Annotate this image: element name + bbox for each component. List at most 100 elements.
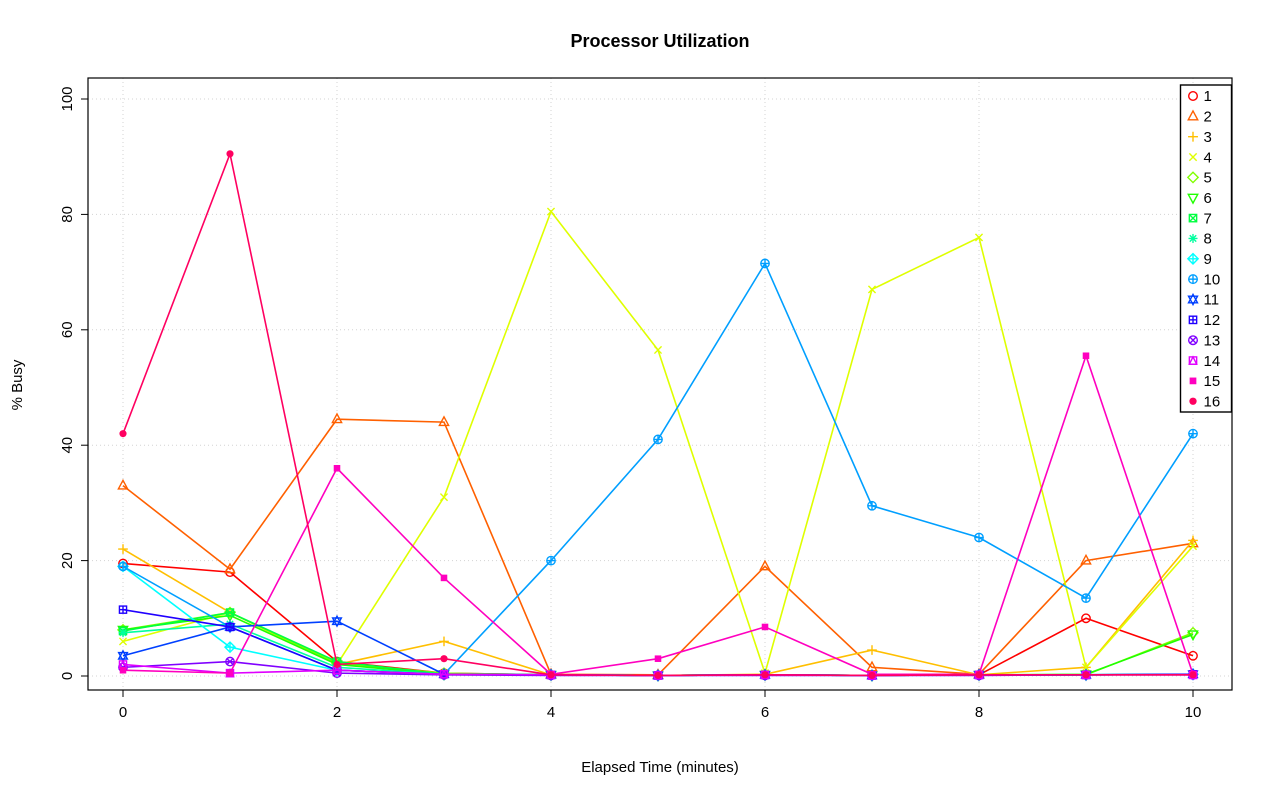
series-marker	[440, 655, 448, 663]
legend-entry: 6	[1187, 190, 1212, 207]
legend-label: 8	[1204, 231, 1212, 248]
series-marker	[1081, 613, 1091, 624]
plot-border	[87, 77, 1233, 691]
series-marker	[118, 605, 128, 614]
series-marker	[225, 608, 235, 617]
series-marker	[1188, 131, 1198, 142]
series-marker	[1188, 542, 1198, 551]
series-marker	[1189, 397, 1197, 405]
series-marker	[1081, 663, 1091, 672]
series-marker	[117, 478, 129, 490]
legend-entry: 3	[1188, 129, 1212, 146]
series-9	[116, 560, 1200, 682]
legend-entry: 11	[1187, 292, 1220, 309]
series-marker	[117, 649, 129, 663]
series-line	[122, 611, 1194, 677]
legend-label: 9	[1204, 251, 1212, 268]
series-marker	[333, 465, 341, 472]
series-marker	[1188, 213, 1198, 223]
series-marker	[1082, 352, 1090, 360]
series-marker	[1187, 193, 1199, 205]
series-line	[122, 353, 1194, 676]
legend-entry: 4	[1188, 149, 1212, 166]
series-marker	[1188, 152, 1198, 162]
series-marker	[331, 412, 343, 424]
legend-entry: 12	[1188, 312, 1221, 329]
series-marker	[867, 285, 877, 294]
legend-label: 5	[1204, 170, 1212, 187]
y-tick-label: 40	[59, 437, 76, 454]
series-marker	[226, 150, 234, 158]
legend-entry: 5	[1186, 170, 1212, 187]
legend-label: 4	[1204, 149, 1212, 166]
series-marker	[1081, 593, 1091, 604]
series-marker	[761, 623, 769, 631]
series-marker	[1187, 109, 1199, 121]
legend-label: 15	[1204, 373, 1221, 390]
series-marker	[1188, 535, 1198, 546]
legend-label: 14	[1204, 353, 1221, 370]
series-marker	[1186, 252, 1200, 265]
series-marker	[547, 671, 555, 679]
legend-entry: 8	[1188, 231, 1212, 248]
series-marker	[654, 671, 662, 679]
series-marker	[440, 574, 448, 582]
series-marker	[868, 671, 876, 679]
legend-entry: 7	[1188, 210, 1212, 227]
legend-label: 1	[1204, 88, 1212, 105]
series-marker	[1189, 671, 1197, 679]
series-marker	[653, 434, 663, 445]
legend-label: 11	[1204, 292, 1220, 309]
series-marker	[546, 555, 556, 566]
x-axis-label: Elapsed Time (minutes)	[581, 759, 739, 776]
series-10	[118, 258, 1198, 680]
series-marker	[1188, 315, 1198, 325]
series-marker	[225, 622, 235, 632]
series-marker	[653, 345, 663, 355]
legend-entry: 14	[1188, 353, 1221, 370]
legend-entry: 13	[1187, 332, 1220, 349]
series-marker	[331, 614, 343, 628]
y-tick-label: 100	[59, 86, 76, 111]
series-marker	[867, 645, 877, 655]
series-marker	[975, 671, 983, 679]
series-marker	[223, 641, 237, 654]
chart-title: Processor Utilization	[570, 31, 749, 51]
x-tick-label: 0	[119, 704, 127, 721]
series-marker	[1187, 292, 1199, 307]
series-16	[119, 150, 1197, 679]
series-marker	[974, 532, 984, 543]
series-marker	[1188, 428, 1198, 439]
legend-label: 3	[1204, 129, 1212, 146]
x-tick-label: 6	[761, 704, 769, 721]
series-marker	[1188, 650, 1198, 661]
series-marker	[439, 636, 449, 647]
series-marker	[1189, 377, 1197, 385]
series-marker	[119, 666, 127, 674]
series-marker	[439, 669, 449, 679]
legend-label: 12	[1204, 312, 1221, 329]
legend-entry: 1	[1187, 88, 1212, 105]
series-marker	[759, 559, 771, 571]
legend-entry: 15	[1189, 373, 1221, 390]
legend-label: 7	[1204, 210, 1212, 227]
legend-entry: 2	[1187, 109, 1212, 126]
series-12	[118, 605, 1198, 680]
series-marker	[1187, 630, 1199, 642]
series-marker	[226, 669, 234, 677]
legend-entry: 10	[1187, 271, 1220, 288]
series-marker	[224, 562, 236, 574]
series-marker	[1080, 553, 1092, 565]
series-marker	[118, 637, 128, 646]
x-tick-label: 4	[547, 704, 555, 721]
legend-entry: 9	[1186, 251, 1212, 268]
series-marker	[118, 628, 128, 638]
series-marker	[118, 544, 128, 554]
series-marker	[1187, 274, 1198, 285]
series-marker	[1188, 355, 1198, 365]
y-tick-label: 60	[59, 321, 76, 338]
series-marker	[1187, 335, 1198, 346]
series-marker	[333, 660, 341, 669]
